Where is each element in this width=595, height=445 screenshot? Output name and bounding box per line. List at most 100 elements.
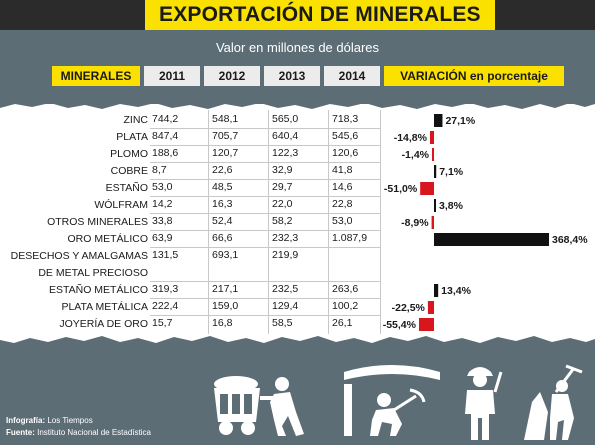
table-cell: 129,4 (272, 300, 299, 312)
row-label: ZINC (123, 114, 149, 126)
variation-bar (434, 199, 436, 212)
variation-label: -14,8% (394, 132, 428, 144)
table-cell: 58,2 (272, 215, 293, 227)
credit-source: Fuente: Instituto Nacional de Estadístic… (6, 428, 151, 437)
variation-label: 3,8% (439, 200, 464, 212)
table-cell: 16,3 (212, 198, 233, 210)
variation-label: -1,4% (402, 149, 430, 161)
row-divider (150, 162, 380, 163)
variation-label: -8,9% (401, 217, 429, 229)
table-cell: 1.087,9 (332, 232, 368, 244)
table-cell: 548,1 (212, 113, 239, 125)
variation-bar (419, 318, 434, 331)
table-cell: 53,0 (152, 181, 173, 193)
table-cell: 159,0 (212, 300, 239, 312)
table-cell: 33,8 (152, 215, 173, 227)
table-cell: 718,3 (332, 113, 359, 125)
row-divider (150, 315, 380, 316)
page-title: EXPORTACIÓN DE MINERALES (145, 0, 495, 30)
column-divider (380, 110, 381, 334)
column-divider (208, 110, 209, 334)
row-divider (150, 196, 380, 197)
header-year: 2014 (324, 66, 380, 86)
credit-source-value: Instituto Nacional de Estadística (37, 428, 151, 437)
table-cell: 640,4 (272, 130, 299, 142)
table-cell: 14,6 (332, 181, 353, 193)
variation-bar (431, 216, 434, 229)
column-divider (268, 110, 269, 334)
table-cell: 217,1 (212, 283, 239, 295)
variation-bar (434, 284, 439, 297)
subtitle: Valor en millones de dólares (215, 40, 380, 55)
variation-label: 7,1% (439, 166, 464, 178)
variation-label: 27,1% (445, 115, 475, 127)
row-label: ESTAÑO (105, 182, 148, 194)
table-cell: 52,4 (212, 215, 233, 227)
table-cell: 232,3 (272, 232, 299, 244)
header-year: 2011 (144, 66, 200, 86)
table-cell: 120,7 (212, 147, 239, 159)
header-torn-edge (0, 100, 595, 109)
table-cell: 22,0 (272, 198, 293, 210)
row-label: PLATA METÁLICA (61, 301, 148, 313)
variation-bar (432, 148, 434, 161)
row-label: DESECHOS Y AMALGAMAS (10, 250, 148, 262)
row-label: DE METAL PRECIOSO (38, 267, 148, 279)
table-cell: 66,6 (212, 232, 233, 244)
column-divider (328, 110, 329, 334)
table-cell: 48,5 (212, 181, 233, 193)
table-cell: 122,3 (272, 147, 299, 159)
table-cell: 545,6 (332, 130, 359, 142)
table-cell: 705,7 (212, 130, 239, 142)
row-divider (150, 230, 380, 231)
variation-label: -51,0% (384, 183, 418, 195)
miner-pickaxe-icon (524, 364, 583, 440)
credit-infographic-key: Infografía: (6, 416, 46, 425)
row-divider (150, 213, 380, 214)
table-cell: 15,7 (152, 317, 173, 329)
credit-source-key: Fuente: (6, 428, 35, 437)
header-variation: VARIACIÓN en porcentaje (384, 66, 564, 86)
table-cell: 120,6 (332, 147, 359, 159)
header-year: 2013 (264, 66, 320, 86)
mine-cart-worker-icon (214, 376, 304, 436)
row-divider (150, 179, 380, 180)
table-cell: 29,7 (272, 181, 293, 193)
table-cell: 744,2 (152, 113, 179, 125)
variation-bar (420, 182, 434, 195)
row-label: ESTAÑO METÁLICO (49, 284, 148, 296)
table-cell: 16,8 (212, 317, 233, 329)
variation-bar (434, 233, 549, 246)
row-label: COBRE (110, 165, 148, 177)
table-cell: 565,0 (272, 113, 299, 125)
row-label: WÓLFRAM (94, 199, 148, 211)
row-divider (150, 128, 380, 129)
row-divider (150, 298, 380, 299)
variation-bar (429, 131, 434, 144)
table-cell: 26,1 (332, 317, 353, 329)
table-cell: 232,5 (272, 283, 299, 295)
row-label: PLATA (116, 131, 148, 143)
row-label: PLOMO (110, 148, 148, 160)
table-cell: 14,2 (152, 198, 173, 210)
variation-bar (434, 114, 443, 127)
table-cell: 222,4 (152, 300, 179, 312)
table-cell: 41,8 (332, 164, 353, 176)
title-bar: EXPORTACIÓN DE MINERALES (0, 0, 595, 30)
row-label: JOYERÍA DE ORO (59, 318, 148, 330)
table-cell: 131,5 (152, 249, 179, 261)
variation-bar (434, 165, 437, 178)
credit-infographic: Infografía: Los Tiempos (6, 416, 93, 425)
header-minerals: MINERALES (52, 66, 140, 86)
credit-infographic-value: Los Tiempos (47, 416, 93, 425)
table-cell: 219,9 (272, 249, 299, 261)
variation-label: 368,4% (552, 234, 588, 246)
variation-label: 13,4% (441, 285, 471, 297)
table-cell: 58,5 (272, 317, 293, 329)
row-divider (150, 247, 380, 248)
table-cell: 22,6 (212, 164, 233, 176)
miner-tunnel-icon (344, 365, 440, 436)
table-cell: 53,0 (332, 215, 353, 227)
